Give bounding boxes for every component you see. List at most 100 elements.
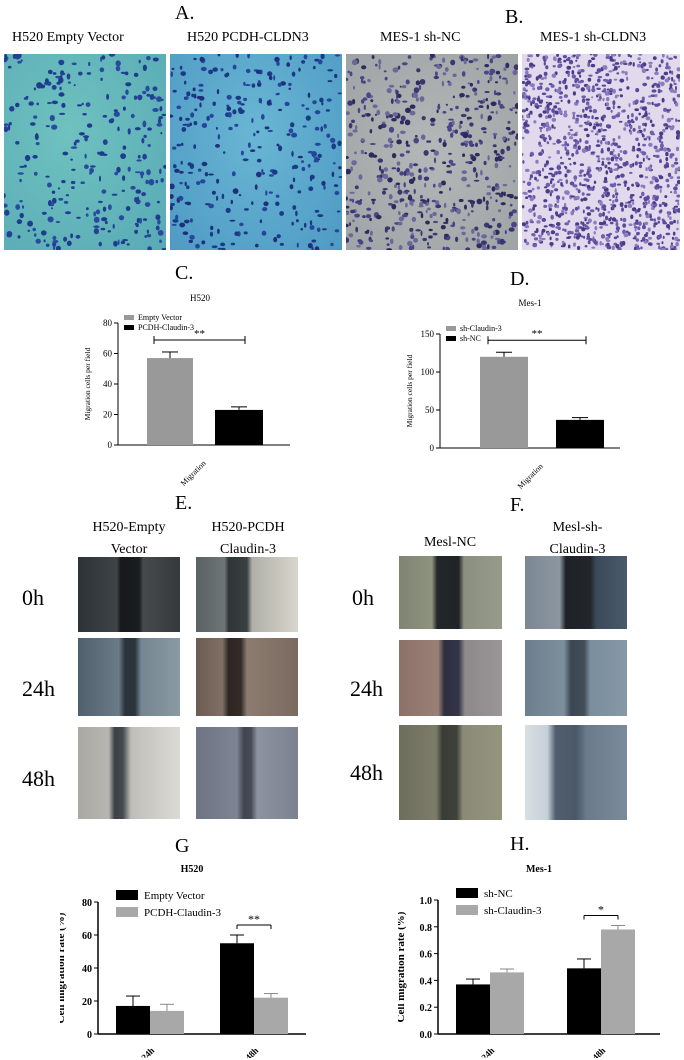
- chart-g-bar-48h-1: [254, 997, 288, 1034]
- chart-h-bar-24h-1: [490, 972, 524, 1034]
- panel-label-d: D.: [510, 268, 530, 290]
- wound-f-shcldn3-0h: [525, 556, 627, 629]
- wound-e-col2-line2: Claudin-3: [220, 542, 276, 557]
- chart-d-legend-swatch-0: [446, 326, 456, 331]
- wound-f-col2-line2: Claudin-3: [549, 542, 606, 557]
- micrograph-h520-pcdh-cldn3: [170, 54, 342, 250]
- panel-label-g: G: [175, 835, 190, 857]
- chart-h-ytick-label: 0.8: [420, 923, 433, 934]
- chart-g-h520-wound: H520 0 20 40 60 80 Cell migration rate (%) 24h 4…: [60, 864, 306, 1058]
- wound-e-col1-line1: H520-Empty: [92, 520, 166, 535]
- chart-d-ytick-label: 100: [421, 367, 435, 377]
- chart-c-xlabel: Migration: [179, 459, 208, 488]
- wound-e-time-48h: 48h: [22, 766, 55, 791]
- chart-h-bar-24h-0: [456, 984, 490, 1034]
- micrograph-title-2: H520 PCDH-CLDN3: [187, 30, 309, 45]
- chart-g-ytick-label: 20: [82, 997, 92, 1008]
- chart-c-ytick-label: 20: [103, 410, 113, 420]
- chart-g-bar-24h-1: [150, 1010, 184, 1034]
- chart-d-ytick-label: 150: [421, 329, 435, 339]
- chart-g-xtick-48h: 48h: [243, 1045, 260, 1058]
- micrograph-title-3: MES-1 sh-NC: [380, 30, 461, 45]
- chart-h-ytick-label: 1.0: [420, 896, 433, 907]
- wound-f-nc-48h: [399, 725, 502, 820]
- wound-e-col2-line1: H520-PCDH: [211, 520, 285, 535]
- micrograph-mes1-sh-nc: [346, 54, 518, 250]
- chart-d-legend-label-0: sh-Claudin-3: [460, 324, 502, 333]
- chart-h-ytick-label: 0.2: [420, 1003, 433, 1014]
- micrograph-title-1: H520 Empty Vector: [12, 30, 124, 45]
- chart-c-h520-migration: H520 0 20 40 60 80 Migration cells per field Em…: [83, 293, 290, 488]
- wound-e-header-col2: H520-PCDH Claudin-3: [198, 520, 298, 558]
- chart-g-title: H520: [181, 864, 204, 875]
- chart-c-legend-swatch-1: [124, 325, 134, 330]
- chart-h-bar-48h-0: [567, 968, 601, 1034]
- chart-g-sig-label: **: [248, 912, 260, 926]
- chart-h-ytick-label: 0.4: [420, 976, 433, 987]
- micrograph-title-4: MES-1 sh-CLDN3: [540, 30, 647, 45]
- chart-h-mes1-wound: Mes-1 0.0 0.2 0.4 0.6 0.8 1.0 Cell migration ra…: [398, 864, 660, 1058]
- chart-h-legend-label-0: sh-NC: [484, 888, 513, 900]
- chart-d-bar-0: [480, 356, 528, 448]
- wound-e-time-24h: 24h: [22, 676, 55, 701]
- wound-e-empty-24h: [78, 638, 180, 716]
- panel-label-c: C.: [175, 262, 194, 284]
- chart-d-legend-swatch-1: [446, 336, 456, 341]
- chart-g-ytick-label: 0: [87, 1030, 92, 1041]
- chart-g-bar-24h-0: [116, 1005, 150, 1034]
- micrograph-h520-empty-vector: [4, 54, 166, 250]
- chart-g-ytick-label: 80: [82, 898, 92, 909]
- chart-c-bar-0: [147, 358, 193, 445]
- chart-h-ylabel: Cell migration rate (%): [398, 911, 407, 1022]
- chart-c-title: H520: [190, 293, 210, 303]
- panel-label-e: E.: [175, 492, 193, 514]
- wound-e-pcdh-48h: [196, 727, 298, 819]
- chart-c-ylabel: Migration cells per field: [83, 347, 92, 420]
- wound-f-nc-24h: [399, 640, 502, 716]
- chart-g-legend-label-1: PCDH-Claudin-3: [144, 907, 222, 919]
- chart-d-title: Mes-1: [519, 298, 542, 308]
- chart-h-ytick-label: 0.0: [420, 1030, 433, 1041]
- chart-h-ytick-label: 0.6: [420, 950, 433, 961]
- chart-g-legend-swatch-0: [116, 890, 138, 900]
- panel-label-a: A.: [175, 2, 195, 24]
- chart-h-title: Mes-1: [526, 864, 552, 875]
- chart-h-legend-swatch-1: [456, 905, 478, 915]
- chart-g-legend-swatch-1: [116, 907, 138, 917]
- wound-f-shcldn3-24h: [525, 640, 627, 716]
- chart-c-bar-1: [215, 409, 263, 445]
- wound-e-col1-line2: Vector: [110, 542, 148, 557]
- panel-label-b: B.: [505, 6, 524, 28]
- chart-h-legend-label-1: sh-Claudin-3: [484, 905, 542, 917]
- wound-f-time-0h: 0h: [352, 585, 374, 610]
- wound-f-time-48h: 48h: [350, 760, 383, 785]
- chart-c-sig-label: **: [194, 328, 205, 340]
- micrograph-mes1-sh-cldn3: [522, 54, 680, 250]
- chart-h-xtick-48h: 48h: [590, 1045, 607, 1058]
- chart-c-ytick-label: 40: [103, 379, 113, 389]
- wound-f-time-24h: 24h: [350, 676, 383, 701]
- wound-e-time-0h: 0h: [22, 585, 44, 610]
- chart-c-legend-swatch-0: [124, 315, 134, 320]
- wound-f-header-col2: Mesl-sh- Claudin-3: [525, 520, 630, 558]
- wound-f-col1-line1: Mesl-NC: [423, 535, 477, 550]
- chart-d-ytick-label: 0: [430, 443, 435, 453]
- chart-h-sig-label: *: [598, 902, 604, 916]
- chart-h-legend-swatch-0: [456, 888, 478, 898]
- chart-g-ytick-label: 60: [82, 931, 92, 942]
- panel-label-f: F.: [510, 494, 525, 516]
- chart-g-ylabel: Cell migration rate (%): [60, 912, 67, 1023]
- chart-d-sig-label: **: [532, 328, 543, 340]
- chart-g-bar-48h-0: [220, 943, 254, 1034]
- wound-e-empty-48h: [78, 727, 180, 819]
- wound-e-pcdh-24h: [196, 638, 298, 716]
- chart-c-ytick-label: 80: [103, 318, 113, 328]
- wound-e-header-col1: H520-Empty Vector: [76, 520, 182, 558]
- chart-d-xlabel: Migration: [516, 462, 545, 491]
- wound-e-empty-0h: [78, 557, 180, 632]
- chart-g-ytick-label: 40: [82, 964, 92, 975]
- wound-f-header-col1: Mesl-NC: [395, 535, 505, 551]
- chart-c-legend-label-0: Empty Vector: [138, 313, 182, 322]
- wound-e-pcdh-0h: [196, 557, 298, 632]
- chart-h-bar-48h-1: [601, 929, 635, 1034]
